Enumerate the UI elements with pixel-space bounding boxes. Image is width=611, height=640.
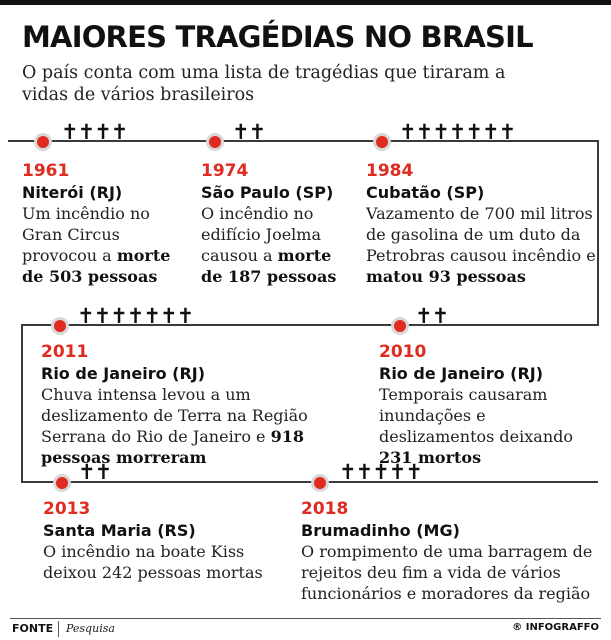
event-1984: 1984 Cubatão (SP) Vazamento de 700 mil l… <box>366 161 606 287</box>
top-rule <box>0 0 611 5</box>
event-2018: 2018 Brumadinho (MG) O rompimento de uma… <box>301 499 601 604</box>
event-description: Chuva intensa levou a um deslizamento de… <box>41 385 308 467</box>
event-year: 2011 <box>41 342 89 362</box>
timeline-marker-1984 <box>373 133 391 151</box>
cross-icons: ✝✝✝✝✝✝✝ <box>77 304 194 328</box>
timeline-marker-2011 <box>51 317 69 335</box>
event-place: Brumadinho (MG) <box>301 521 460 540</box>
source-label: FONTE <box>12 622 54 635</box>
event-1961: 1961 Niterói (RJ) Um incêndio no Gran Ci… <box>22 161 182 287</box>
timeline-marker-2010 <box>391 317 409 335</box>
source-value: Pesquisa <box>66 622 115 635</box>
cross-icons: ✝✝ <box>78 460 112 484</box>
event-place: Rio de Janeiro (RJ) <box>379 364 544 383</box>
event-description: Um incêndio no Gran Circus provocou a mo… <box>22 204 171 286</box>
event-2010: 2010 Rio de Janeiro (RJ) Temporais causa… <box>379 342 604 468</box>
event-2011: 2011 Rio de Janeiro (RJ) Chuva intensa l… <box>41 342 361 468</box>
event-description: O rompimento de uma barragem de rejeitos… <box>301 542 593 603</box>
event-year: 2010 <box>379 342 427 362</box>
event-place: Cubatão (SP) <box>366 183 485 202</box>
event-1974: 1974 São Paulo (SP) O incêndio no edifíc… <box>201 161 351 287</box>
cross-icons: ✝✝✝✝ <box>61 120 128 144</box>
event-year: 1961 <box>22 161 70 181</box>
event-year: 1974 <box>201 161 249 181</box>
event-description: O incêndio no edifício Joelma causou a m… <box>201 204 337 286</box>
event-description: Vazamento de 700 mil litros de gasolina … <box>366 204 596 286</box>
event-place: Niterói (RJ) <box>22 183 123 202</box>
timeline-marker-1974 <box>206 133 224 151</box>
cross-icons: ✝✝ <box>232 120 266 144</box>
page-subtitle: O país conta com uma lista de tragédias … <box>22 63 506 105</box>
timeline-marker-2013 <box>53 474 71 492</box>
event-place: São Paulo (SP) <box>201 183 334 202</box>
event-2013: 2013 Santa Maria (RS) O incêndio na boat… <box>43 499 273 583</box>
cross-icons: ✝✝✝✝✝ <box>339 460 423 484</box>
brand-logo: ® INFOGRAFFO <box>512 622 599 633</box>
event-year: 2013 <box>43 499 91 519</box>
timeline-marker-1961 <box>34 133 52 151</box>
cross-icons: ✝✝✝✝✝✝✝ <box>399 120 516 144</box>
footer-divider <box>58 621 59 637</box>
event-year: 2018 <box>301 499 349 519</box>
event-place: Rio de Janeiro (RJ) <box>41 364 206 383</box>
cross-icons: ✝✝ <box>415 304 449 328</box>
footer-rule <box>10 618 601 619</box>
event-place: Santa Maria (RS) <box>43 521 196 540</box>
page-title: MAIORES TRAGÉDIAS NO BRASIL <box>22 20 534 54</box>
footer: FONTE Pesquisa ® INFOGRAFFO <box>0 618 611 640</box>
event-description: Temporais causaram inundações e deslizam… <box>379 385 573 467</box>
timeline-marker-2018 <box>311 474 329 492</box>
event-year: 1984 <box>366 161 414 181</box>
event-description: O incêndio na boate Kiss deixou 242 pess… <box>43 542 263 582</box>
